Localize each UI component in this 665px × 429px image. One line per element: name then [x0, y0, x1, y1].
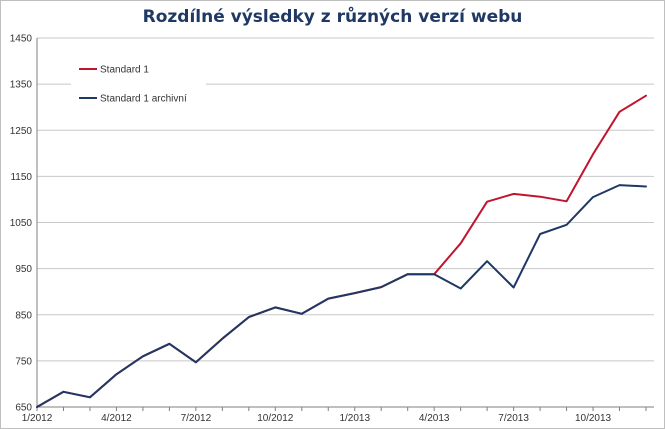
y-tick-label: 1150	[10, 172, 32, 183]
y-tick-label: 1350	[10, 80, 33, 91]
y-tick-label: 1250	[10, 126, 33, 137]
x-tick-label: 7/2013	[498, 413, 529, 424]
x-tick-label: 7/2012	[181, 413, 212, 424]
chart-title: Rozdílné výsledky z různých verzí webu	[142, 7, 523, 27]
legend-box	[71, 56, 206, 111]
y-tick-label: 950	[15, 264, 32, 275]
legend-label: Standard 1 archivní	[100, 94, 187, 105]
x-tick-label: 1/2012	[22, 413, 53, 424]
x-tick-label: 10/2012	[257, 413, 294, 424]
y-tick-label: 1450	[10, 34, 33, 45]
x-tick-label: 10/2013	[575, 413, 612, 424]
x-tick-label: 4/2013	[419, 413, 450, 424]
x-tick-label: 4/2012	[101, 413, 132, 424]
series-line-1	[36, 94, 647, 408]
y-tick-label: 850	[15, 310, 32, 321]
series-line-2	[36, 184, 647, 408]
y-tick-label: 1050	[10, 218, 33, 229]
legend-label: Standard 1	[100, 65, 149, 76]
x-tick-label: 1/2013	[339, 413, 370, 424]
y-tick-label: 750	[15, 356, 32, 367]
y-tick-label: 650	[15, 403, 32, 414]
